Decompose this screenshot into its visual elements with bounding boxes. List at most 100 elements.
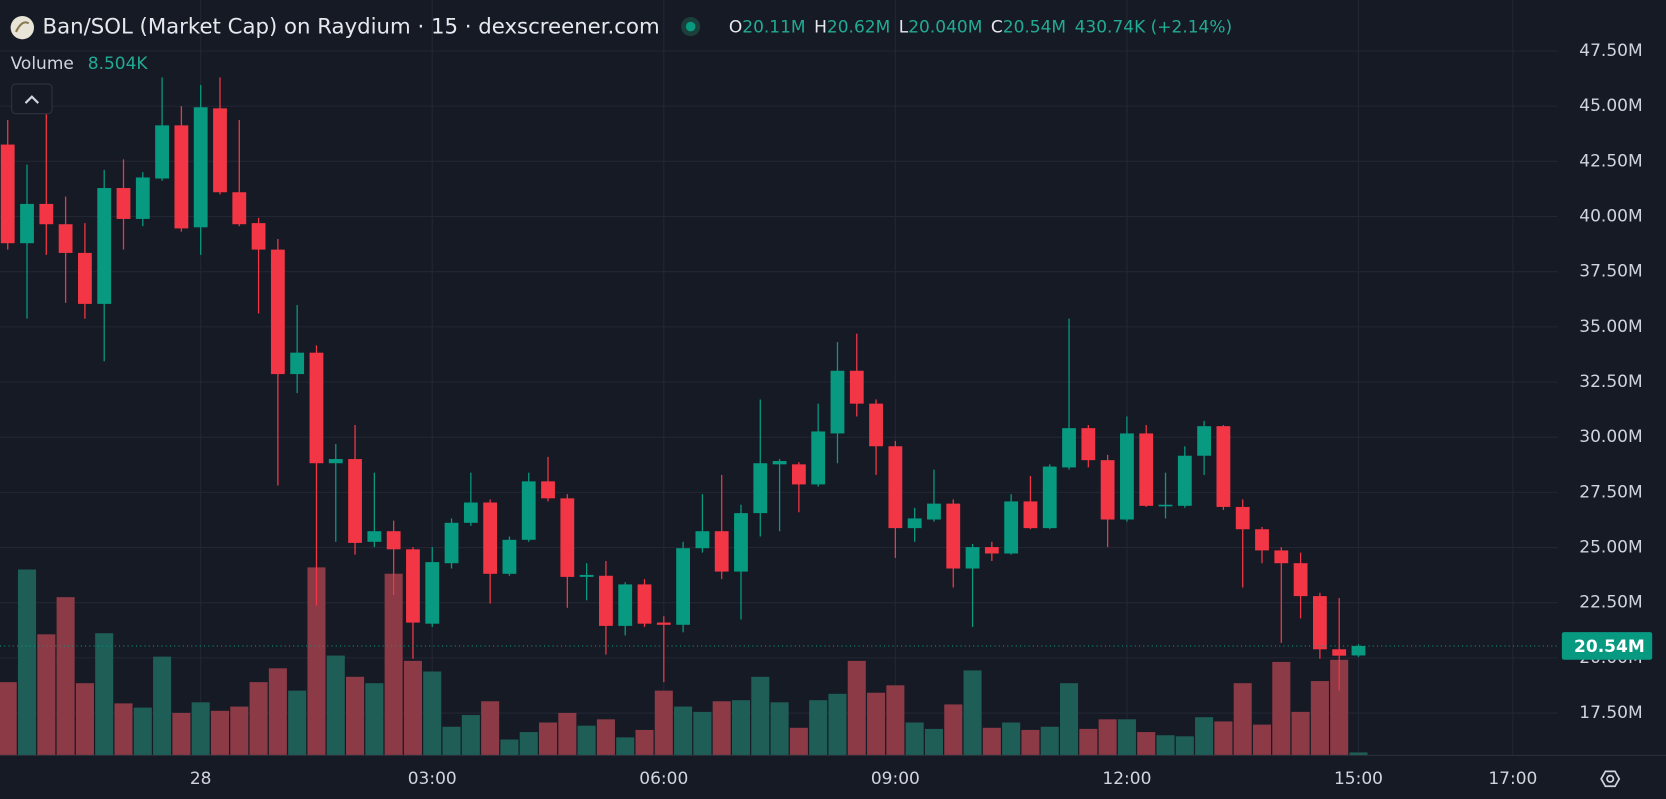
volume-bar xyxy=(326,655,345,756)
ohlc-key: C xyxy=(991,18,1003,38)
candle-body xyxy=(425,562,440,624)
candle-body xyxy=(348,459,362,543)
volume-bar xyxy=(867,692,886,756)
axes: 17.50M20.00M22.50M25.00M27.50M30.00M32.5… xyxy=(0,41,1666,789)
volume-bar xyxy=(770,702,789,756)
ohlc-key: O xyxy=(729,18,742,38)
candle-body xyxy=(888,446,903,529)
volume-bar xyxy=(1156,735,1175,756)
volume-bar xyxy=(1252,724,1272,756)
candle-body xyxy=(1312,596,1327,650)
y-tick-label: 30.00M xyxy=(1579,427,1642,447)
volume-bar xyxy=(924,728,943,756)
status-dot xyxy=(685,21,696,32)
grid xyxy=(0,0,1558,756)
volume-bar xyxy=(558,712,577,756)
candle-body xyxy=(58,224,73,253)
volume-bar xyxy=(1079,728,1098,756)
y-tick-label: 40.00M xyxy=(1579,207,1642,227)
volume-bar xyxy=(1272,661,1291,756)
volume-bar xyxy=(905,722,924,756)
candle-body xyxy=(1100,460,1115,520)
volume-bar xyxy=(654,690,673,756)
volume-bar xyxy=(17,569,37,756)
candle-body xyxy=(695,531,710,549)
volume-bar xyxy=(56,597,75,756)
ohlc-value: 20.040M xyxy=(908,18,982,38)
candle-body xyxy=(946,503,961,569)
y-tick-label: 27.50M xyxy=(1579,482,1642,502)
volume-bar xyxy=(442,726,461,756)
candle-body xyxy=(1293,563,1308,597)
candle-body xyxy=(1216,426,1231,507)
volume-bar xyxy=(346,676,365,756)
volume-bar xyxy=(230,706,249,756)
volume-bar xyxy=(1233,683,1252,756)
candle-body xyxy=(1235,506,1250,530)
volume-bar xyxy=(577,725,596,756)
candles xyxy=(0,77,1366,691)
last-price-box xyxy=(1561,632,1653,660)
candle-body xyxy=(1177,455,1192,506)
volume-bar xyxy=(1330,659,1349,756)
candle-body xyxy=(309,352,324,464)
candle-body xyxy=(1332,649,1347,656)
ohlc-key: H xyxy=(814,18,827,38)
change: 430.74K (+2.14%) xyxy=(1075,18,1233,38)
candle-body xyxy=(984,547,999,554)
y-tick-label: 32.50M xyxy=(1579,372,1642,392)
y-tick-label: 25.00M xyxy=(1579,538,1642,558)
settings-button[interactable] xyxy=(1600,770,1621,788)
y-tick-label: 37.50M xyxy=(1579,262,1642,282)
volume-bar xyxy=(1349,752,1368,756)
x-tick-label: 28 xyxy=(190,769,212,789)
volume-bar xyxy=(95,633,114,756)
volume-bar xyxy=(1098,719,1117,756)
candle-body xyxy=(367,531,382,542)
volume-bar xyxy=(481,701,500,756)
volume-bar xyxy=(114,703,133,756)
candle-body xyxy=(714,531,729,572)
volume-bar xyxy=(1175,736,1194,756)
volume-bar xyxy=(37,634,56,756)
token-icon-glyph xyxy=(14,21,30,33)
candle-body xyxy=(579,574,594,577)
candle-body xyxy=(1004,501,1019,554)
candle-body xyxy=(463,502,478,523)
volume-bar xyxy=(963,670,982,756)
candle-body xyxy=(251,223,266,250)
volume-bar xyxy=(153,656,172,756)
x-tick-label: 03:00 xyxy=(408,769,457,789)
candle-body xyxy=(39,203,54,225)
collapse-icon xyxy=(24,95,40,104)
candle-body xyxy=(1120,433,1134,520)
x-tick-label: 15:00 xyxy=(1334,769,1383,789)
volume-bar xyxy=(674,706,693,756)
volume-bar xyxy=(423,671,442,756)
candle-body xyxy=(1139,433,1154,506)
volume-bar xyxy=(1291,711,1310,756)
candle-body xyxy=(1062,428,1076,468)
volume-bar xyxy=(1040,726,1059,756)
volume-name: Volume xyxy=(11,54,74,74)
candle-body xyxy=(869,403,883,447)
x-tick-label: 17:00 xyxy=(1488,769,1537,789)
settings-icon-center xyxy=(1606,774,1615,783)
candle-body xyxy=(849,370,864,404)
volume-bar xyxy=(1060,683,1079,756)
candle-body xyxy=(772,461,787,465)
volume-bar xyxy=(133,707,152,756)
candle-body xyxy=(193,107,208,228)
candle-body xyxy=(444,522,459,564)
collapse-button[interactable] xyxy=(11,83,53,115)
y-tick-label: 47.50M xyxy=(1579,41,1642,61)
candle-body xyxy=(1158,504,1173,507)
volume-bar xyxy=(461,715,480,756)
volume-bar xyxy=(751,676,770,756)
candle-body xyxy=(20,203,34,244)
candle-body xyxy=(483,502,498,574)
candle-body xyxy=(0,144,15,244)
candle-body xyxy=(213,108,227,193)
candle-body xyxy=(560,498,575,577)
